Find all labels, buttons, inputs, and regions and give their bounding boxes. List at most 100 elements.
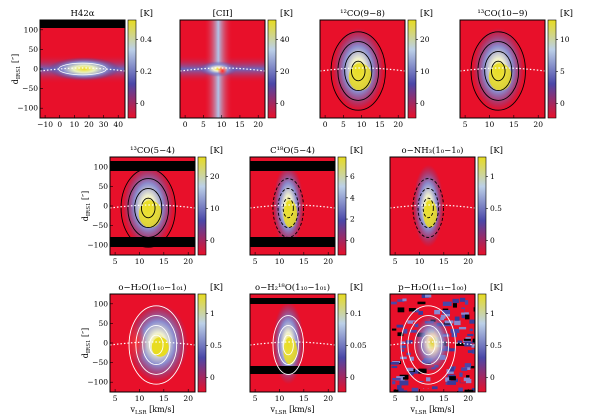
noise-pixel	[449, 346, 459, 349]
colorbar	[127, 19, 137, 119]
colorbar-tick-label: 10	[420, 67, 430, 76]
contour	[477, 41, 520, 101]
contour	[407, 315, 450, 375]
colorbar-tick-label: 0	[140, 99, 145, 108]
contour	[128, 305, 184, 385]
noise-pixel	[461, 312, 469, 315]
noise-pixel	[467, 350, 474, 353]
contour	[282, 334, 294, 356]
blank-strip	[110, 237, 195, 247]
emission-core	[48, 57, 120, 81]
y-tick-label: 0	[33, 65, 38, 74]
x-tick-label: 10	[275, 394, 285, 403]
colorbar-tick-label: 1	[490, 172, 495, 181]
noise-pixel	[450, 328, 460, 333]
x-axis-label: vLSR [km/s]	[129, 405, 174, 416]
panel-nh3: o−NH₃(1₀−1₀) [K] 1 0.5 0 5 10 15 20	[389, 145, 503, 266]
colorbar-tick-label: 0.4	[140, 35, 152, 44]
x-tick-label: 15	[439, 394, 449, 403]
noise-pixel	[434, 309, 441, 315]
x-tick-label: 20	[463, 394, 473, 403]
x-tick-label: 10	[415, 394, 425, 403]
y-axis-label: dIRS1 [″]	[81, 191, 92, 222]
x-tick-label: 10	[415, 257, 425, 266]
noise-pixel	[418, 376, 425, 382]
noise-pixel	[472, 338, 475, 343]
emission-core	[413, 313, 451, 373]
colorbar	[547, 19, 557, 119]
y-tick-label: −50	[22, 84, 38, 93]
noise-pixel	[458, 387, 463, 392]
y-tick-label: 100	[94, 299, 109, 308]
noise-pixel	[473, 315, 475, 319]
noise-pixel	[391, 365, 398, 369]
contour	[272, 315, 305, 375]
colorbar-unit: [K]	[350, 283, 363, 293]
noise-pixel	[392, 377, 401, 381]
x-tick-label: −10	[37, 120, 53, 129]
noise-pixel	[396, 324, 404, 328]
x-tick-label: 0	[57, 120, 62, 129]
noise-pixel	[461, 367, 468, 371]
noise-pixel	[452, 367, 461, 371]
panel-h218o: o−H₂¹⁸O(1₁₀−1₀₁) [K] 0.1 0.05 0 5 10 15 20 vLSR […	[249, 282, 367, 416]
contour	[135, 315, 178, 375]
contour	[351, 60, 366, 82]
panel-13co109: ¹³CO(10−9) [K] 10 5 0 5 10 15 20	[459, 8, 573, 129]
x-tick-label: 15	[235, 120, 245, 129]
colorbar-tick-label: 10	[210, 204, 220, 213]
panel-frame	[389, 293, 476, 393]
noise-pixel	[411, 369, 420, 373]
noise-pixel	[458, 326, 467, 330]
peak	[151, 337, 169, 357]
noise-pixel	[442, 301, 452, 306]
noise-pixel	[464, 363, 472, 368]
x-tick-label: 20	[183, 257, 193, 266]
colorbar-unit: [K]	[210, 283, 223, 293]
noise-pixel	[463, 338, 471, 341]
noise-pixel	[460, 378, 467, 383]
noise-pixel	[457, 340, 463, 345]
x-tick-label: 20	[323, 394, 333, 403]
colorbar-tick-label: 0	[280, 99, 285, 108]
noise-pixel	[447, 380, 456, 385]
peak	[283, 200, 298, 228]
x-tick-label: 15	[439, 257, 449, 266]
contour	[412, 178, 445, 238]
y-tick-label: 50	[28, 45, 38, 54]
colorbar-unit: [K]	[350, 146, 363, 156]
colorbar-tick-label: 5	[560, 67, 565, 76]
colorbar-tick-label: 2	[350, 215, 355, 224]
reference-curve	[250, 204, 335, 209]
noise-pixel	[447, 346, 456, 352]
noise-pixel	[440, 314, 446, 319]
noise-pixel	[397, 332, 404, 337]
x-tick-label: 15	[159, 257, 169, 266]
noise-pixel	[454, 320, 461, 326]
contour	[400, 305, 456, 385]
x-tick-label: 5	[463, 120, 468, 129]
colorbar-tick-label: 40	[280, 35, 290, 44]
contour	[140, 197, 156, 219]
noise-pixel	[411, 387, 419, 392]
colorbar-tick-label: 10	[560, 35, 570, 44]
noise-pixel	[396, 336, 403, 341]
x-tick-label: 20	[183, 394, 193, 403]
noise-pixel	[466, 375, 470, 378]
x-tick-label: 10	[70, 120, 80, 129]
reference-curve	[390, 204, 475, 209]
panel-title: o−H₂O(1₁₀−1₀₁)	[118, 282, 186, 293]
y-tick-label: 100	[24, 25, 39, 34]
panel-co98: ¹²CO(9−8) [K] 20 10 0 0 5 10 15 20	[319, 8, 433, 129]
panel-image	[250, 294, 335, 392]
noise-pixel	[428, 306, 435, 311]
panel-image	[250, 157, 335, 255]
x-tick-label: 15	[375, 120, 385, 129]
colorbar-unit: [K]	[490, 146, 503, 156]
y-tick-label: −50	[92, 221, 108, 230]
noise-pixel	[469, 319, 475, 324]
x-tick-label: 10	[217, 120, 227, 129]
colorbar-tick-label: 0.2	[140, 67, 152, 76]
x-tick-label: 5	[253, 394, 258, 403]
reference-curve	[40, 67, 125, 72]
